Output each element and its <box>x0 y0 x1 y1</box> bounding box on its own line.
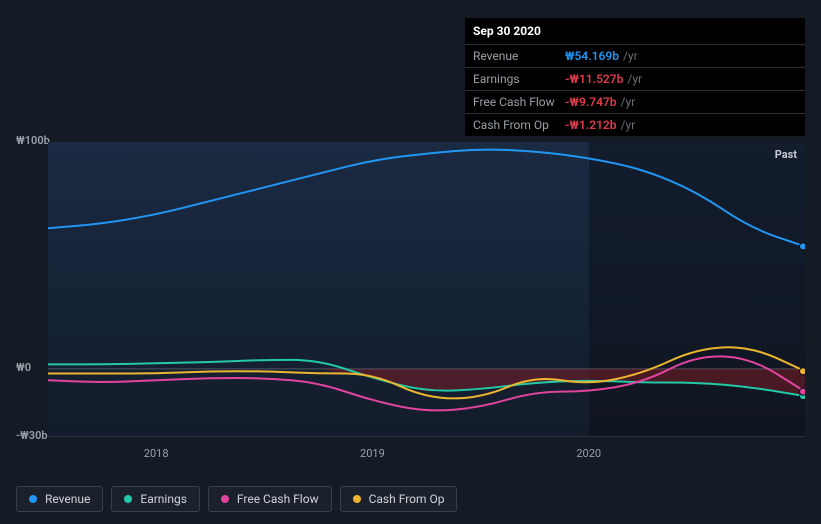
tooltip-value: ₩54.169b <box>565 49 619 63</box>
tooltip-row-fcf: Free Cash Flow -₩9.747b /yr <box>465 91 805 114</box>
tooltip-box: Sep 30 2020 Revenue ₩54.169b /yr Earning… <box>465 18 805 136</box>
legend-label: Revenue <box>45 492 90 506</box>
x-axis-label: 2018 <box>144 447 169 460</box>
y-axis-label: -₩30b <box>16 429 48 442</box>
legend-label: Cash From Op <box>369 492 445 506</box>
chart-plot[interactable]: Past <box>48 142 805 437</box>
x-axis-label: 2020 <box>576 447 601 460</box>
legend-item-fcf[interactable]: Free Cash Flow <box>208 486 332 512</box>
tooltip-label: Free Cash Flow <box>473 95 565 109</box>
legend-label: Earnings <box>140 492 187 506</box>
chart-container: ₩100b ₩0 -₩30b Past 2018 2019 2020 <box>16 120 805 500</box>
x-axis-label: 2019 <box>360 447 385 460</box>
legend-dot <box>353 495 361 503</box>
legend-item-cfo[interactable]: Cash From Op <box>340 486 458 512</box>
tooltip-suffix: /yr <box>627 72 642 86</box>
chart-svg <box>48 142 805 437</box>
tooltip-row-revenue: Revenue ₩54.169b /yr <box>465 45 805 68</box>
legend-dot <box>221 495 229 503</box>
tooltip-date: Sep 30 2020 <box>465 18 805 45</box>
y-axis-label: ₩100b <box>16 134 50 147</box>
tooltip-value: -₩11.527b <box>565 72 623 86</box>
legend-dot <box>124 495 132 503</box>
tooltip-value: -₩9.747b <box>565 95 617 109</box>
tooltip-suffix: /yr <box>623 49 638 63</box>
legend: Revenue Earnings Free Cash Flow Cash Fro… <box>16 486 457 512</box>
tooltip-suffix: /yr <box>621 95 636 109</box>
legend-item-revenue[interactable]: Revenue <box>16 486 103 512</box>
legend-label: Free Cash Flow <box>237 492 319 506</box>
legend-dot <box>29 495 37 503</box>
tooltip-row-earnings: Earnings -₩11.527b /yr <box>465 68 805 91</box>
tooltip-label: Earnings <box>473 72 565 86</box>
legend-item-earnings[interactable]: Earnings <box>111 486 200 512</box>
y-axis-label: ₩0 <box>16 361 31 374</box>
tooltip-label: Revenue <box>473 49 565 63</box>
